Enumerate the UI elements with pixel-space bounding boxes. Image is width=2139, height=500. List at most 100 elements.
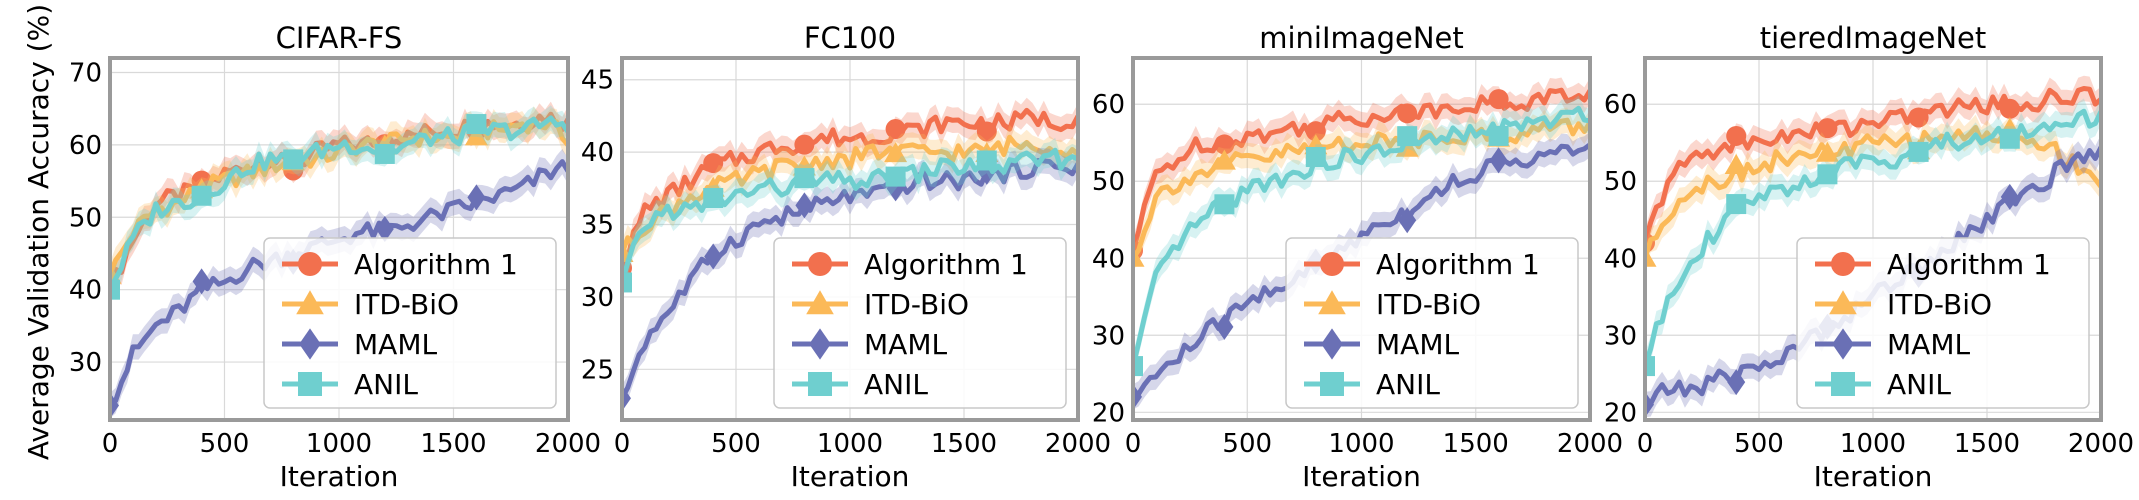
data-point (885, 119, 906, 140)
plot-frame (1131, 56, 1592, 422)
x-tick-label: 0 (614, 429, 631, 459)
data-point (1727, 369, 1746, 396)
data-point (1817, 164, 1838, 185)
data-point (1645, 391, 1654, 418)
confidence-band (622, 137, 1078, 296)
x-tick-label: 2000 (1557, 429, 1623, 459)
plot-area (110, 101, 568, 419)
series-line (622, 134, 1078, 255)
series-line (622, 107, 1078, 270)
legend: Algorithm 1 ITD-BiO MAML ANIL (773, 237, 1067, 409)
data-point (110, 279, 120, 300)
series-algorithm-1 (622, 97, 1078, 281)
legend-label: ANIL (1376, 368, 1440, 401)
legend-marker (1832, 328, 1854, 360)
data-point (1999, 128, 2020, 149)
y-tick-label: 30 (1092, 321, 1125, 351)
y-tick-label: 30 (581, 283, 614, 313)
legend-label: ANIL (354, 368, 418, 401)
x-axis-label: Iteration (1814, 460, 1933, 493)
x-tick-label: 500 (711, 429, 761, 459)
legend: Algorithm 1 ITD-BiO MAML ANIL (263, 237, 557, 409)
y-tick-label: 40 (69, 276, 102, 306)
data-point (467, 184, 486, 211)
plot-frame (108, 56, 570, 422)
chart-title: CIFAR-FS (276, 21, 403, 55)
data-point (1214, 134, 1235, 155)
y-tick-label: 40 (581, 138, 614, 168)
series-anil (1133, 95, 1590, 379)
legend-label: ITD-BiO (864, 288, 969, 321)
legend-marker (809, 328, 831, 360)
data-point (1133, 246, 1145, 267)
confidence-band (1133, 131, 1590, 410)
chart-title: FC100 (804, 21, 896, 55)
legend-label: MAML (864, 328, 947, 361)
y-tick-label: 40 (1092, 244, 1125, 274)
data-point (110, 392, 119, 419)
y-tick-label: 70 (69, 58, 102, 88)
legend-label: MAML (354, 328, 437, 361)
y-tick-label: 40 (1604, 244, 1637, 274)
data-point (703, 153, 724, 174)
y-tick-label: 50 (1092, 167, 1125, 197)
data-point (884, 142, 908, 163)
y-tick-label: 60 (1092, 90, 1125, 120)
data-point (374, 143, 395, 164)
data-point (703, 187, 724, 208)
data-point (976, 150, 997, 171)
x-tick-label: 0 (102, 429, 119, 459)
chart-title: tieredImageNet (1760, 21, 1987, 55)
x-tick-label: 0 (1125, 429, 1142, 459)
y-tick-label: 35 (581, 211, 614, 241)
data-point (1645, 356, 1655, 377)
series-line (1645, 108, 2101, 367)
x-tick-label: 1000 (306, 429, 372, 459)
chart-panel: miniImageNet 0 500 1000 1500 2000 20 30 40 50 60 It… (1092, 21, 1623, 493)
plot-frame (1643, 56, 2103, 422)
legend-label: ITD-BiO (1376, 288, 1481, 321)
legend-box (773, 237, 1067, 409)
confidence-band (1645, 134, 2101, 418)
legend-marker (298, 252, 322, 276)
legend-marker (808, 372, 832, 396)
series-maml (622, 147, 1078, 412)
series-line (1645, 86, 2101, 244)
data-point (1908, 141, 1929, 162)
series-anil (1645, 98, 2101, 379)
series-algorithm-1 (1133, 77, 1590, 264)
data-point (704, 243, 723, 270)
legend-marker (1831, 372, 1855, 396)
data-point (466, 114, 487, 135)
data-point (885, 166, 906, 187)
y-tick-label: 60 (1604, 90, 1637, 120)
x-axis-label: Iteration (280, 460, 399, 493)
chart-panel: tieredImageNet 0 500 1000 1500 2000 20 30 40 50 60… (1604, 21, 2134, 493)
legend-label: MAML (1376, 328, 1459, 361)
confidence-band (1645, 75, 2101, 256)
series-line (110, 115, 568, 291)
data-point (795, 192, 814, 219)
data-point (1215, 313, 1234, 340)
legend-box (1796, 237, 2090, 409)
data-point (1908, 107, 1929, 128)
data-point (1488, 89, 1509, 110)
y-tick-label: 50 (1604, 167, 1637, 197)
data-point (622, 272, 632, 293)
legend-marker (1318, 290, 1346, 315)
data-point (1133, 383, 1142, 410)
legend-marker (1320, 252, 1344, 276)
legend: Algorithm 1 ITD-BiO MAML ANIL (1796, 237, 2090, 409)
data-point (1305, 121, 1326, 142)
series-line (1133, 105, 1590, 367)
series-line (1645, 125, 2101, 260)
legend-label: MAML (1887, 328, 1970, 361)
data-point (192, 268, 211, 295)
data-point (1397, 103, 1418, 124)
legend-label: ITD-BiO (1887, 288, 1992, 321)
plot-area (622, 97, 1078, 412)
x-tick-label: 1500 (1443, 429, 1509, 459)
series-line (622, 147, 1078, 284)
y-tick-label: 20 (1092, 398, 1125, 428)
legend-label: Algorithm 1 (864, 248, 1028, 281)
